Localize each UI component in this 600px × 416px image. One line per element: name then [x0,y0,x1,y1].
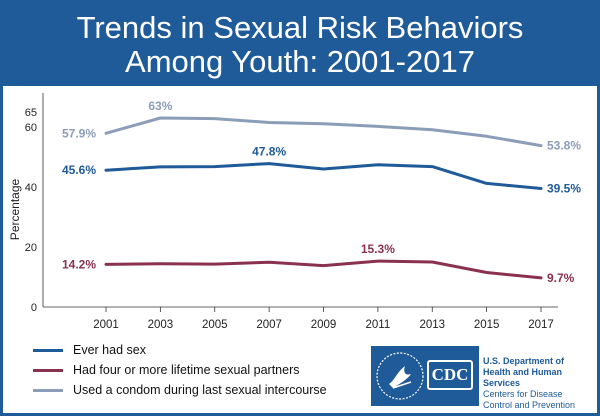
agency-line-3: Centers for Disease [483,389,563,399]
data-label: 9.7% [547,271,575,285]
agency-line-1: U.S. Department of [483,356,565,366]
x-tick-label: 2017 [528,319,554,331]
cdc-logo: CDC [427,360,473,390]
x-tick-label: 2015 [474,319,500,331]
legend-swatch [33,388,63,392]
data-label: 57.9% [62,126,96,140]
footer-logos: CDC U.S. Department of Health and Human … [371,346,593,411]
series-line-1 [104,162,543,190]
legend-label: Used a condom during last sexual interco… [73,383,327,397]
x-tick-label: 2003 [148,319,174,331]
legend-item-condom-use: Used a condom during last sexual interco… [33,380,327,400]
x-tick-label: 2011 [366,319,391,331]
agency-name: U.S. Department of Health and Human Serv… [483,356,593,411]
agency-line-4: Control and Prevention [483,400,576,410]
y-axis-title: Percentage [8,178,22,240]
series-line-3 [104,116,543,148]
line-chart: 0 20 40 60 65 Percentage 2001 2003 2005 2007 2009 2… [8,93,581,331]
x-tick-label: 2009 [311,319,337,331]
x-tick-label: 2007 [256,319,282,331]
y-tick-label: 20 [25,242,37,254]
logo-box: CDC [371,346,479,406]
y-tick-label: 0 [31,302,37,314]
x-tick-label: 2005 [202,319,228,331]
data-label: 47.8% [252,145,286,159]
data-label: 53.8% [547,139,581,153]
y-tick-label: 65 [25,107,37,119]
series-line-2 [104,259,543,280]
data-label: 15.3% [361,242,395,256]
data-label: 63% [148,99,172,113]
legend-item-four-partners: Had four or more lifetime sexual partner… [33,360,327,380]
x-tick-label: 2013 [419,319,445,331]
data-label: 14.2% [62,257,96,271]
title-banner: Trends in Sexual Risk Behaviors Among Yo… [3,3,597,86]
chart-legend: Ever had sex Had four or more lifetime s… [33,340,327,400]
title-line-2: Among Youth: 2001-2017 [125,44,475,79]
legend-item-ever-had-sex: Ever had sex [33,340,327,360]
agency-line-2: Health and Human Services [483,367,563,388]
data-label: 45.6% [62,163,96,177]
y-tick-label: 40 [25,182,37,194]
x-tick-label: 2001 [93,319,119,331]
legend-swatch [33,368,63,372]
hhs-eagle-icon [376,352,424,400]
legend-label: Had four or more lifetime sexual partner… [73,363,300,377]
legend-label: Ever had sex [73,343,146,357]
y-tick-label: 60 [25,122,37,134]
data-label: 39.5% [547,182,581,196]
title-line-1: Trends in Sexual Risk Behaviors [76,10,524,45]
legend-swatch [33,348,63,352]
